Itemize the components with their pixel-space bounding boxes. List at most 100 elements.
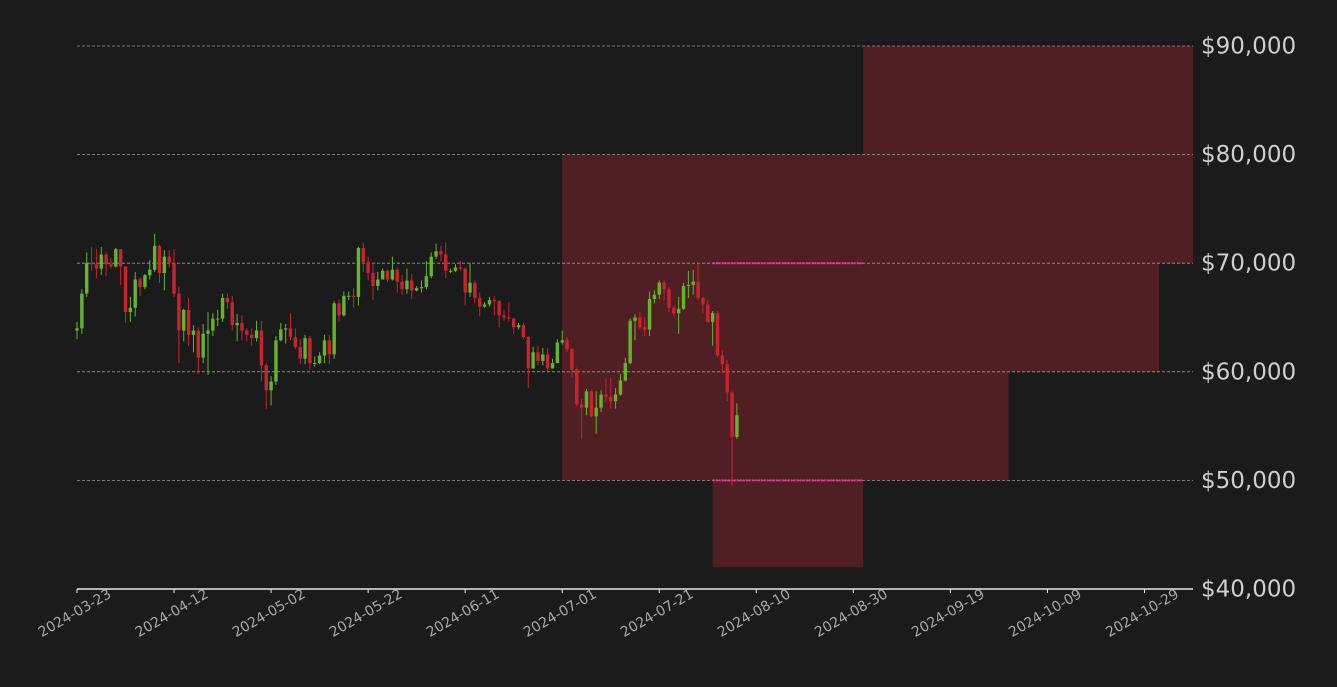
candle-body (240, 322, 244, 331)
candle-body (94, 264, 99, 269)
candle-body (531, 352, 535, 369)
candle-body (259, 330, 264, 366)
candle-body (613, 394, 618, 402)
candle-body (511, 318, 516, 328)
candle-body (104, 254, 108, 265)
candle-body (366, 262, 370, 273)
candle-body (80, 293, 84, 329)
candle-body (550, 363, 555, 369)
candle-body (725, 364, 729, 393)
candle-body (706, 304, 710, 322)
candle-body (220, 297, 225, 319)
x-tick-label: 2024-05-02 (230, 586, 308, 641)
candle-body (410, 280, 414, 291)
candle-body (211, 318, 215, 331)
candle-body (609, 396, 613, 402)
x-tick-label: 2024-08-10 (715, 586, 793, 641)
candle-body (701, 297, 705, 305)
candle-body (99, 254, 103, 269)
x-tick-label: 2024-06-11 (424, 586, 502, 641)
candle-body (507, 317, 511, 319)
candle-body (225, 297, 230, 303)
candle-body (118, 249, 123, 267)
candle-body (448, 270, 453, 272)
candle-body (235, 322, 239, 326)
candle-body (521, 325, 526, 338)
candle-body (618, 380, 623, 395)
candle-body (109, 264, 113, 267)
candle-body (254, 330, 259, 339)
candle-body (279, 329, 283, 341)
candle-body (138, 279, 142, 288)
candle-body (414, 288, 419, 291)
candle-body (555, 342, 560, 364)
x-tick-label: 2024-09-19 (909, 586, 987, 641)
candle-body (565, 340, 569, 349)
candle-body (545, 354, 550, 369)
candle-body (167, 256, 171, 264)
x-tick-label: 2024-10-09 (1006, 586, 1084, 641)
candle-body (269, 381, 273, 391)
candle-body (371, 272, 375, 287)
candle-body (502, 315, 506, 318)
candle-body (468, 282, 472, 293)
candle-body (405, 280, 409, 290)
candle-body (575, 369, 579, 405)
candle-body (434, 251, 438, 257)
candle-body (715, 313, 720, 356)
candle-body (652, 294, 657, 300)
candle-body (283, 328, 288, 330)
candle-body (245, 330, 249, 335)
candle-body (473, 282, 477, 298)
candle-body (317, 355, 322, 364)
candle-body (662, 282, 666, 290)
candle-body (584, 391, 589, 408)
candle-body (201, 333, 205, 358)
candle-body (594, 407, 598, 417)
candle-body (347, 295, 351, 297)
candle-body (604, 394, 608, 397)
candle-body (196, 330, 201, 358)
candle-body (206, 330, 210, 334)
y-tick-label: $50,000 (1201, 468, 1296, 494)
candle-body (114, 249, 118, 267)
candle-body (152, 245, 157, 270)
x-tick-label: 2024-08-30 (812, 586, 890, 641)
candle-body (478, 297, 482, 307)
candle-body (85, 263, 89, 294)
candle-body (579, 404, 584, 408)
candle-body (541, 354, 545, 361)
candle-body (162, 256, 167, 273)
candle-body (458, 267, 463, 269)
candle-body (332, 303, 336, 355)
candle-body (128, 307, 133, 313)
candle-body (681, 286, 686, 309)
x-tick-label: 2024-04-12 (133, 586, 211, 641)
candle-body (361, 247, 365, 263)
candle-body (638, 317, 642, 328)
candle-body (75, 328, 79, 331)
candle-body (216, 318, 220, 320)
candle-body (400, 281, 404, 290)
candle-body (123, 266, 128, 313)
candle-body (686, 284, 691, 287)
candle-body (424, 276, 429, 288)
candle-body (647, 299, 652, 330)
candle-body (143, 275, 147, 288)
candle-body (439, 251, 443, 255)
candle-body (157, 245, 162, 273)
candle-body (172, 263, 176, 294)
candle-body (376, 279, 380, 287)
candle-body (667, 289, 671, 308)
candle-body (303, 338, 307, 359)
candle-body (249, 334, 254, 339)
x-tick-label: 2024-07-01 (521, 586, 599, 641)
candle-body (419, 287, 424, 289)
x-tick-label: 2024-10-29 (1103, 586, 1181, 641)
candle-body (628, 320, 632, 364)
candle-body (492, 300, 496, 302)
candle-body (589, 391, 594, 417)
candle-body (264, 365, 268, 391)
candle-body (497, 301, 501, 316)
